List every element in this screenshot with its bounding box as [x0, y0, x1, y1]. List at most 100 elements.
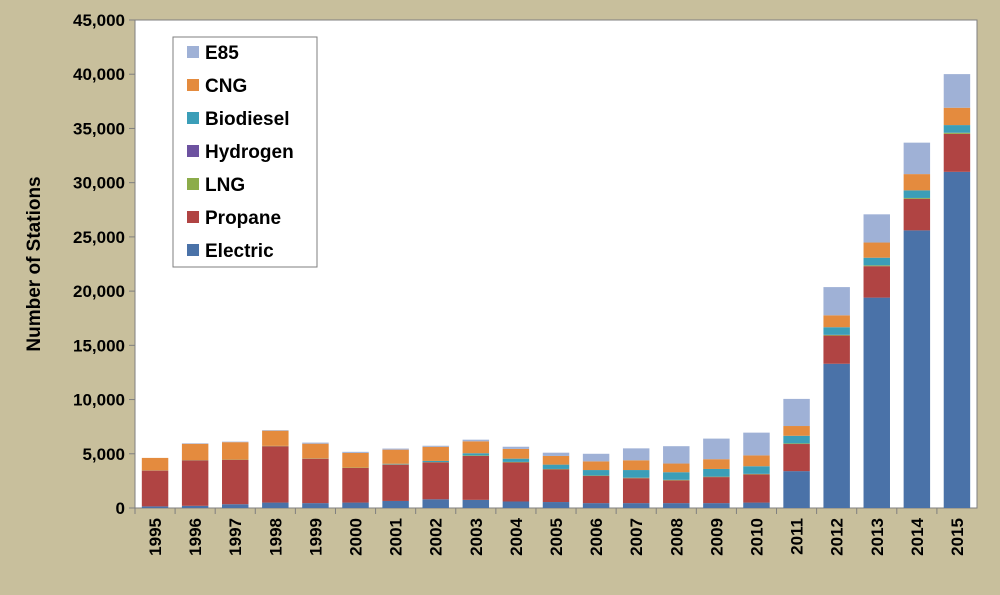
bar-segment-electric — [823, 363, 850, 508]
x-tick-label: 2015 — [948, 518, 967, 556]
bar-segment-lng — [863, 265, 890, 267]
bar-segment-cng — [783, 426, 810, 436]
bar-segment-propane — [542, 469, 570, 503]
bar-segment-electric — [582, 503, 610, 508]
bar-segment-electric — [502, 501, 530, 508]
bar-segment-cng — [823, 315, 850, 328]
bar-segment-e85 — [582, 453, 610, 462]
bar-segment-e85 — [943, 74, 971, 108]
bar-segment-cng — [141, 457, 169, 471]
bar-segment-electric — [141, 506, 169, 508]
bar-segment-lng — [943, 132, 971, 134]
x-tick-label: 2007 — [627, 518, 646, 556]
y-tick-label: 40,000 — [73, 65, 125, 84]
bars-group — [141, 74, 971, 508]
bar-segment-cng — [863, 242, 890, 258]
y-tick-label: 20,000 — [73, 282, 125, 301]
bar-segment-propane — [181, 460, 209, 506]
bar-segment-e85 — [462, 439, 490, 442]
x-tick-label: 1996 — [186, 518, 205, 556]
x-axis: 1995 1996 1997 1998 1999 2000 2001 2002 2003 2004… — [134, 508, 967, 556]
bar-segment-e85 — [663, 446, 690, 464]
legend-label-lng: LNG — [205, 175, 245, 196]
y-tick-label: 10,000 — [73, 391, 125, 410]
bar-segment-electric — [703, 503, 730, 508]
bar-segment-cng — [302, 443, 329, 459]
bar-segment-propane — [622, 478, 650, 504]
x-tick-label: 2002 — [427, 518, 446, 556]
y-tick-label: 25,000 — [73, 228, 125, 247]
legend-label-biodiesel: Biodiesel — [205, 109, 289, 130]
bar-segment-biodiesel — [743, 466, 770, 474]
bar-segment-cng — [222, 442, 249, 460]
bar-segment-cng — [903, 174, 931, 191]
x-tick-label: 2005 — [547, 518, 566, 556]
bar-segment-propane — [222, 459, 249, 505]
bar-segment-e85 — [903, 142, 931, 175]
legend-label-electric: Electric — [205, 241, 274, 262]
bar-segment-electric — [181, 505, 209, 508]
bar-segment-biodiesel — [703, 468, 730, 477]
bar-segment-electric — [342, 502, 369, 508]
legend-swatch-biodiesel — [187, 112, 199, 124]
bar-segment-biodiesel — [502, 458, 530, 462]
bar-segment-propane — [141, 470, 169, 507]
bar-segment-e85 — [863, 214, 890, 243]
bar-segment-e85 — [422, 445, 449, 447]
x-tick-label: 2011 — [788, 518, 807, 555]
bar-segment-propane — [863, 266, 890, 298]
bar-segment-e85 — [542, 452, 570, 456]
bar-segment-electric — [262, 502, 289, 508]
bar-segment-biodiesel — [422, 460, 449, 463]
bar-segment-lng — [783, 443, 810, 445]
bar-segment-electric — [783, 471, 810, 508]
bar-segment-electric — [863, 297, 890, 508]
x-tick-label: 2000 — [347, 518, 366, 556]
bar-segment-biodiesel — [542, 464, 570, 469]
y-tick-label: 45,000 — [73, 11, 125, 30]
bar-segment-biodiesel — [903, 190, 931, 198]
bar-segment-cng — [582, 461, 610, 471]
bar-segment-propane — [262, 446, 289, 503]
y-axis: 0 5,000 10,000 15,000 20,000 25,000 30,000 35,0… — [73, 11, 135, 518]
bar-segment-e85 — [222, 441, 249, 443]
x-tick-label: 1997 — [226, 518, 245, 556]
y-tick-label: 15,000 — [73, 336, 125, 355]
x-tick-label: 2012 — [828, 518, 847, 556]
bar-segment-propane — [783, 444, 810, 472]
bar-segment-biodiesel — [863, 257, 890, 266]
bar-segment-cng — [502, 448, 530, 459]
bar-segment-lng — [823, 334, 850, 336]
bar-segment-propane — [663, 480, 690, 504]
bar-segment-propane — [703, 477, 730, 504]
bar-segment-e85 — [262, 430, 289, 431]
bar-segment-biodiesel — [622, 470, 650, 478]
bar-segment-electric — [903, 230, 931, 508]
bar-segment-cng — [382, 449, 409, 464]
bar-segment-biodiesel — [663, 472, 690, 480]
bar-segment-electric — [382, 500, 409, 508]
bar-segment-e85 — [703, 438, 730, 460]
bar-segment-electric — [622, 503, 650, 508]
bar-segment-electric — [422, 499, 449, 508]
bar-segment-biodiesel — [943, 125, 971, 133]
bar-segment-cng — [542, 455, 570, 465]
bar-segment-e85 — [622, 448, 650, 461]
bar-segment-electric — [542, 502, 570, 508]
x-tick-label: 2006 — [587, 518, 606, 556]
x-tick-label: 1995 — [146, 518, 165, 556]
bar-segment-cng — [622, 460, 650, 471]
bar-segment-electric — [663, 503, 690, 508]
x-tick-label: 2001 — [387, 518, 406, 556]
bar-segment-cng — [943, 107, 971, 126]
bar-segment-propane — [943, 133, 971, 172]
bar-segment-propane — [302, 458, 329, 504]
bar-segment-electric — [462, 499, 490, 508]
x-tick-label: 2009 — [707, 518, 726, 556]
legend-swatch-propane — [187, 211, 199, 223]
bar-segment-biodiesel — [582, 470, 610, 476]
bar-segment-e85 — [342, 451, 369, 453]
bar-segment-cng — [703, 459, 730, 469]
bar-segment-e85 — [181, 443, 209, 444]
